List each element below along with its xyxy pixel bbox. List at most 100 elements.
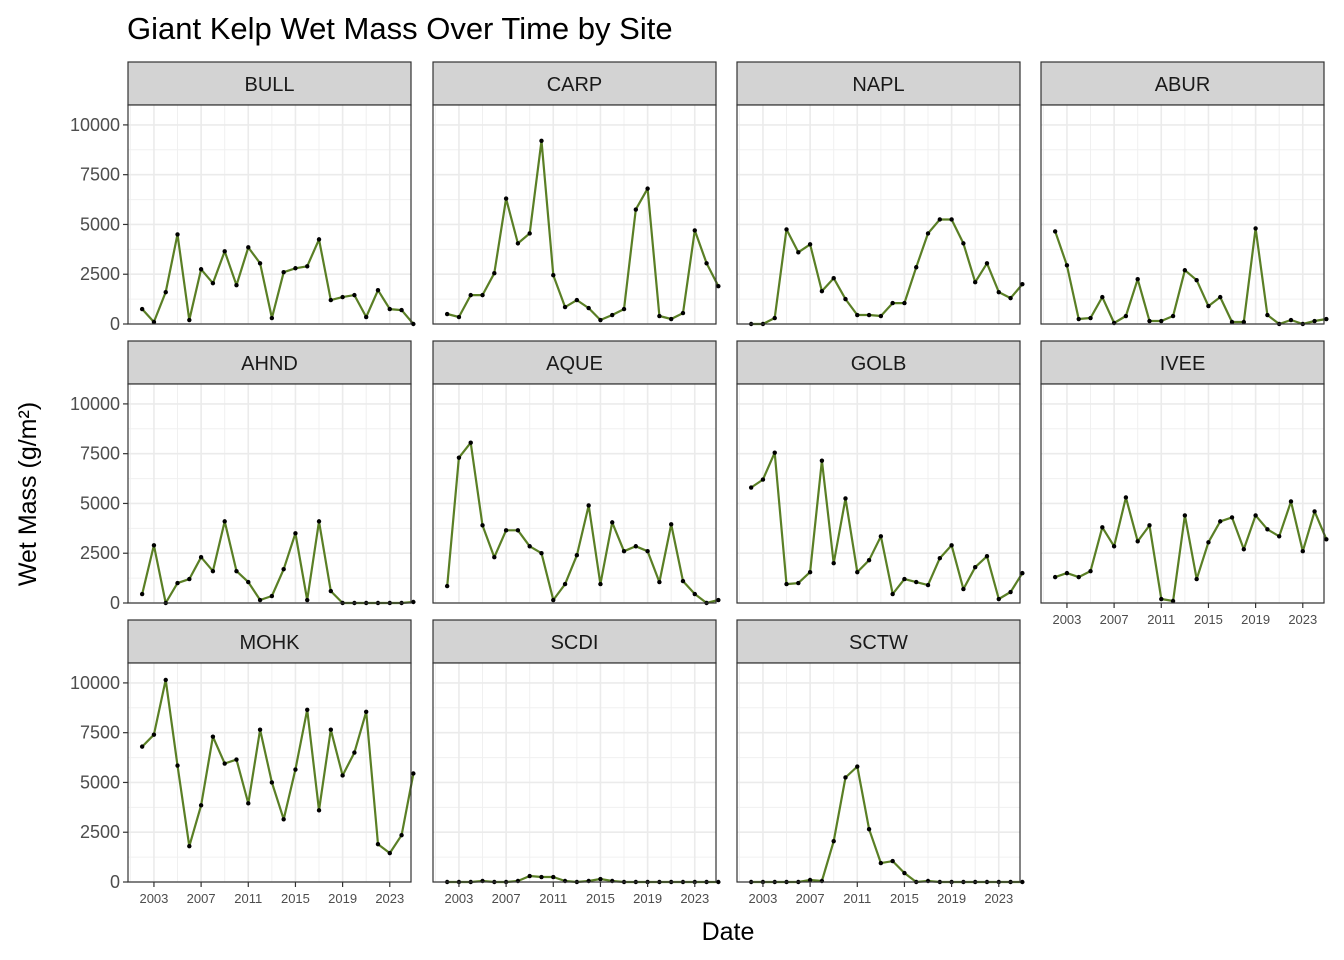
data-point: [515, 241, 521, 246]
x-tick-label: 2007: [492, 891, 521, 906]
data-point: [984, 261, 990, 266]
data-point: [1020, 570, 1025, 576]
data-point: [246, 801, 251, 806]
data-point: [539, 874, 544, 880]
panel-background: [1041, 384, 1324, 603]
data-point: [866, 557, 872, 563]
data-point: [1265, 527, 1270, 532]
y-axis-title: Wet Mass (g/m²): [14, 402, 42, 586]
data-point: [399, 833, 404, 838]
data-point: [456, 455, 462, 460]
panel-background: [737, 105, 1020, 324]
data-point: [716, 879, 721, 885]
data-point: [480, 523, 485, 528]
data-point: [340, 773, 345, 778]
panel-carp: CARP: [432, 61, 721, 325]
data-point: [222, 761, 227, 766]
data-point: [621, 306, 627, 312]
facet-strip-label: NAPL: [852, 74, 904, 96]
data-point: [246, 579, 251, 585]
data-point: [328, 727, 334, 732]
facet-strip-label: AHND: [241, 353, 298, 375]
data-point: [163, 677, 168, 683]
data-point: [1312, 318, 1317, 324]
data-point: [831, 560, 836, 566]
data-point: [949, 217, 954, 222]
data-point: [1020, 281, 1025, 287]
panel-border: [432, 383, 717, 604]
x-tick-label: 2015: [890, 891, 919, 906]
y-tick-label: 7500: [80, 444, 120, 464]
data-point: [1182, 513, 1188, 518]
data-point: [1064, 263, 1070, 268]
data-point: [1159, 318, 1164, 324]
y-tick-label: 10000: [70, 115, 120, 135]
data-point: [574, 297, 580, 303]
data-point: [692, 228, 697, 233]
data-point: [551, 874, 556, 880]
data-point: [586, 503, 591, 508]
data-point: [1276, 534, 1282, 539]
data-point: [139, 744, 145, 749]
data-point: [1135, 539, 1140, 544]
data-point: [890, 591, 895, 597]
facet-panels: BULL 0 2500 5000 7500 10000 CARP NAPL ABUR AHND 0 2…: [70, 61, 1329, 906]
data-point: [1008, 295, 1013, 301]
x-tick-label: 2007: [1100, 612, 1129, 627]
data-point: [316, 808, 322, 813]
data-point: [293, 531, 298, 536]
x-tick-label: 2019: [1241, 612, 1270, 627]
data-point: [1312, 509, 1317, 514]
data-point: [657, 579, 662, 585]
x-tick-label: 2003: [444, 891, 473, 906]
data-point: [468, 292, 473, 298]
data-point: [1020, 879, 1025, 885]
facet-strip-label: ABUR: [1155, 74, 1211, 96]
panel-border: [1040, 383, 1325, 604]
panel-border: [432, 662, 717, 883]
data-point: [1008, 589, 1013, 595]
data-point: [914, 265, 919, 270]
data-point: [760, 477, 766, 482]
data-point: [316, 519, 322, 524]
y-tick-label: 5000: [80, 772, 120, 792]
data-point: [269, 315, 275, 321]
data-point: [257, 261, 263, 266]
data-point: [187, 843, 192, 849]
x-tick-label: 2003: [748, 891, 777, 906]
data-point: [598, 317, 603, 323]
data-point: [1052, 574, 1058, 580]
data-point: [1253, 226, 1258, 231]
panel-border: [736, 662, 1021, 883]
data-point: [878, 860, 884, 866]
data-point: [1123, 495, 1129, 500]
x-tick-label: 2007: [796, 891, 825, 906]
y-tick-label: 0: [110, 593, 120, 613]
data-point: [914, 579, 919, 585]
data-point: [539, 138, 544, 144]
data-point: [210, 280, 216, 286]
data-point: [902, 300, 907, 306]
y-tick-label: 2500: [80, 822, 120, 842]
data-point: [1206, 540, 1211, 545]
data-point: [234, 282, 239, 288]
data-point: [316, 237, 322, 242]
data-point: [807, 877, 813, 883]
data-point: [1182, 268, 1188, 273]
data-point: [562, 581, 568, 587]
panel-border: [127, 662, 412, 883]
data-point: [972, 564, 978, 570]
panel-background: [128, 105, 411, 324]
data-point: [1288, 499, 1294, 504]
facet-strip: [432, 340, 717, 385]
data-point: [890, 300, 895, 306]
data-point: [633, 544, 639, 549]
series-line: [141, 678, 415, 855]
data-point: [1076, 316, 1081, 322]
data-point: [1194, 278, 1199, 283]
data-point: [281, 817, 286, 822]
panel-mohk: MOHK 0 2500 5000 7500 10000 2003 2007 2011 2015 20…: [70, 619, 416, 906]
data-point: [1076, 574, 1081, 580]
data-point: [1288, 317, 1294, 323]
data-point: [1218, 519, 1223, 524]
